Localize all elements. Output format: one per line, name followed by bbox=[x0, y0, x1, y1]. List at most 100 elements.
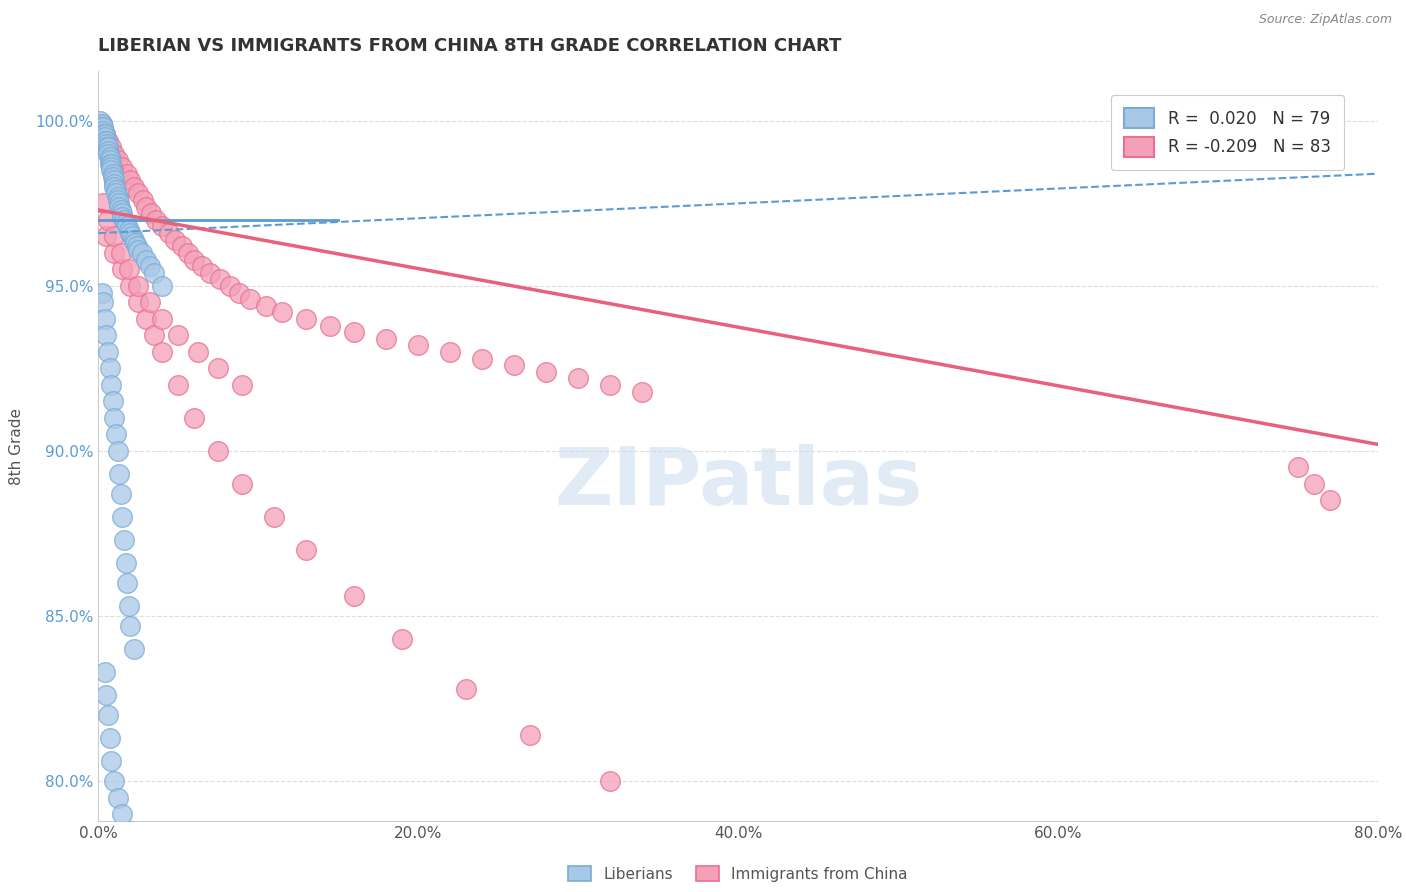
Point bbox=[100, 157, 122, 171]
Point bbox=[97, 140, 120, 154]
Point bbox=[97, 134, 120, 148]
Point bbox=[135, 200, 157, 214]
Point bbox=[1286, 460, 1309, 475]
Point bbox=[122, 180, 145, 194]
Point bbox=[519, 728, 541, 742]
Point bbox=[107, 190, 129, 204]
Point bbox=[131, 246, 153, 260]
Point bbox=[118, 262, 141, 277]
Point bbox=[143, 328, 166, 343]
Point bbox=[534, 365, 557, 379]
Point bbox=[97, 147, 120, 161]
Point bbox=[132, 193, 155, 207]
Point bbox=[439, 345, 461, 359]
Point bbox=[135, 312, 157, 326]
Point bbox=[112, 213, 135, 227]
Point bbox=[103, 147, 125, 161]
Point bbox=[120, 173, 142, 187]
Point bbox=[103, 246, 125, 260]
Point bbox=[631, 384, 654, 399]
Point bbox=[103, 180, 125, 194]
Point bbox=[471, 351, 494, 366]
Point bbox=[100, 754, 122, 768]
Point bbox=[101, 167, 124, 181]
Point bbox=[152, 312, 174, 326]
Point bbox=[115, 576, 138, 591]
Point bbox=[135, 252, 157, 267]
Point bbox=[97, 144, 120, 158]
Text: LIBERIAN VS IMMIGRANTS FROM CHINA 8TH GRADE CORRELATION CHART: LIBERIAN VS IMMIGRANTS FROM CHINA 8TH GR… bbox=[98, 37, 842, 54]
Point bbox=[115, 219, 138, 234]
Point bbox=[111, 210, 134, 224]
Legend: Liberians, Immigrants from China: Liberians, Immigrants from China bbox=[562, 860, 914, 888]
Point bbox=[124, 235, 146, 250]
Point bbox=[107, 790, 129, 805]
Point bbox=[98, 361, 121, 376]
Point bbox=[96, 134, 118, 148]
Point bbox=[295, 543, 318, 558]
Point bbox=[103, 411, 125, 425]
Point bbox=[177, 246, 200, 260]
Point bbox=[91, 196, 114, 211]
Point bbox=[319, 318, 342, 333]
Point bbox=[94, 130, 117, 145]
Point bbox=[108, 200, 131, 214]
Point bbox=[120, 226, 142, 240]
Point bbox=[120, 619, 142, 633]
Point bbox=[127, 186, 149, 201]
Point bbox=[90, 120, 112, 135]
Point bbox=[295, 312, 318, 326]
Point bbox=[118, 599, 141, 613]
Point bbox=[170, 239, 193, 253]
Point bbox=[108, 467, 131, 481]
Point bbox=[101, 394, 124, 409]
Point bbox=[105, 186, 128, 201]
Point bbox=[118, 223, 141, 237]
Point bbox=[97, 345, 120, 359]
Point bbox=[94, 665, 117, 679]
Point bbox=[208, 272, 231, 286]
Point bbox=[91, 295, 114, 310]
Point bbox=[183, 411, 205, 425]
Point bbox=[89, 114, 111, 128]
Point bbox=[91, 120, 114, 135]
Point bbox=[101, 169, 124, 184]
Point bbox=[254, 299, 277, 313]
Point bbox=[111, 510, 134, 524]
Point bbox=[96, 229, 118, 244]
Point bbox=[127, 279, 149, 293]
Point bbox=[91, 127, 114, 141]
Point bbox=[112, 533, 135, 547]
Point bbox=[100, 160, 122, 174]
Point bbox=[121, 229, 143, 244]
Point bbox=[167, 378, 190, 392]
Point bbox=[141, 206, 163, 220]
Point bbox=[94, 134, 117, 148]
Point bbox=[152, 345, 174, 359]
Point bbox=[100, 163, 122, 178]
Point bbox=[98, 153, 121, 168]
Point bbox=[96, 688, 118, 702]
Point bbox=[263, 510, 285, 524]
Point bbox=[343, 325, 366, 339]
Point bbox=[122, 642, 145, 657]
Point bbox=[122, 233, 145, 247]
Point bbox=[228, 285, 250, 300]
Text: ZIPatlas: ZIPatlas bbox=[554, 444, 922, 523]
Point bbox=[599, 378, 621, 392]
Point bbox=[1302, 477, 1324, 491]
Point bbox=[94, 127, 117, 141]
Point bbox=[152, 219, 174, 234]
Point bbox=[111, 160, 134, 174]
Point bbox=[103, 173, 125, 187]
Point bbox=[143, 266, 166, 280]
Point bbox=[107, 193, 129, 207]
Point bbox=[456, 681, 478, 696]
Point bbox=[98, 157, 121, 171]
Point bbox=[110, 487, 132, 501]
Point bbox=[114, 556, 136, 570]
Point bbox=[127, 295, 149, 310]
Point bbox=[105, 183, 128, 197]
Point bbox=[94, 312, 117, 326]
Point bbox=[127, 243, 149, 257]
